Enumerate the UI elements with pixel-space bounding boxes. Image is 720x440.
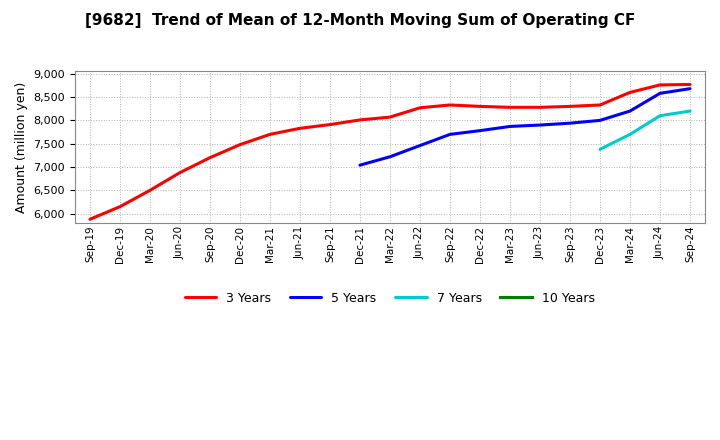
3 Years xyxy=(356,117,364,123)
5 Years xyxy=(505,124,514,129)
Text: [9682]  Trend of Mean of 12-Month Moving Sum of Operating CF: [9682] Trend of Mean of 12-Month Moving … xyxy=(85,13,635,28)
7 Years xyxy=(685,108,694,114)
5 Years xyxy=(595,118,604,123)
3 Years xyxy=(446,103,454,108)
3 Years xyxy=(86,216,94,222)
Line: 5 Years: 5 Years xyxy=(360,88,690,165)
5 Years xyxy=(685,86,694,91)
3 Years xyxy=(415,105,424,110)
3 Years xyxy=(505,105,514,110)
3 Years xyxy=(566,104,575,109)
5 Years xyxy=(446,132,454,137)
3 Years xyxy=(685,82,694,87)
3 Years xyxy=(116,204,125,209)
5 Years xyxy=(415,143,424,148)
5 Years xyxy=(356,162,364,168)
3 Years xyxy=(325,122,334,127)
3 Years xyxy=(536,105,544,110)
7 Years xyxy=(656,113,665,118)
3 Years xyxy=(296,126,305,131)
Y-axis label: Amount (million yen): Amount (million yen) xyxy=(15,81,28,213)
5 Years xyxy=(536,122,544,128)
7 Years xyxy=(626,132,634,137)
3 Years xyxy=(386,114,395,120)
3 Years xyxy=(176,170,184,175)
5 Years xyxy=(386,154,395,159)
3 Years xyxy=(476,104,485,109)
3 Years xyxy=(595,103,604,108)
Legend: 3 Years, 5 Years, 7 Years, 10 Years: 3 Years, 5 Years, 7 Years, 10 Years xyxy=(180,287,600,310)
7 Years xyxy=(595,147,604,152)
5 Years xyxy=(626,108,634,114)
3 Years xyxy=(656,82,665,88)
3 Years xyxy=(145,188,154,193)
3 Years xyxy=(626,90,634,95)
3 Years xyxy=(266,132,274,137)
3 Years xyxy=(235,142,244,147)
3 Years xyxy=(206,155,215,160)
5 Years xyxy=(566,121,575,126)
5 Years xyxy=(476,128,485,133)
5 Years xyxy=(656,91,665,96)
Line: 7 Years: 7 Years xyxy=(600,111,690,149)
Line: 3 Years: 3 Years xyxy=(90,84,690,219)
